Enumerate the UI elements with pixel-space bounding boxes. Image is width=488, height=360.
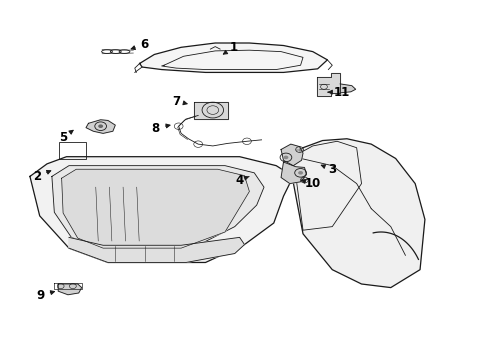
Text: 1: 1 [223, 41, 237, 54]
Text: 4: 4 [235, 174, 249, 186]
Polygon shape [30, 157, 293, 262]
Circle shape [98, 125, 103, 128]
Polygon shape [52, 166, 264, 249]
Text: 9: 9 [37, 289, 54, 302]
Polygon shape [339, 84, 355, 93]
Polygon shape [140, 43, 327, 72]
Circle shape [283, 156, 288, 159]
Polygon shape [316, 73, 339, 96]
Polygon shape [61, 169, 249, 248]
Text: 10: 10 [301, 177, 320, 190]
Text: 2: 2 [33, 170, 51, 183]
Bar [59, 142, 86, 159]
Text: 11: 11 [327, 86, 349, 99]
Polygon shape [281, 162, 306, 184]
Polygon shape [288, 139, 424, 288]
Polygon shape [281, 144, 303, 166]
Circle shape [298, 171, 303, 175]
Polygon shape [194, 102, 228, 119]
Polygon shape [69, 237, 244, 262]
Text: 5: 5 [59, 130, 73, 144]
Text: 8: 8 [151, 122, 170, 135]
Text: 3: 3 [321, 163, 336, 176]
Text: 7: 7 [172, 95, 187, 108]
Text: 6: 6 [131, 38, 148, 51]
Polygon shape [58, 284, 81, 295]
Polygon shape [86, 120, 115, 134]
